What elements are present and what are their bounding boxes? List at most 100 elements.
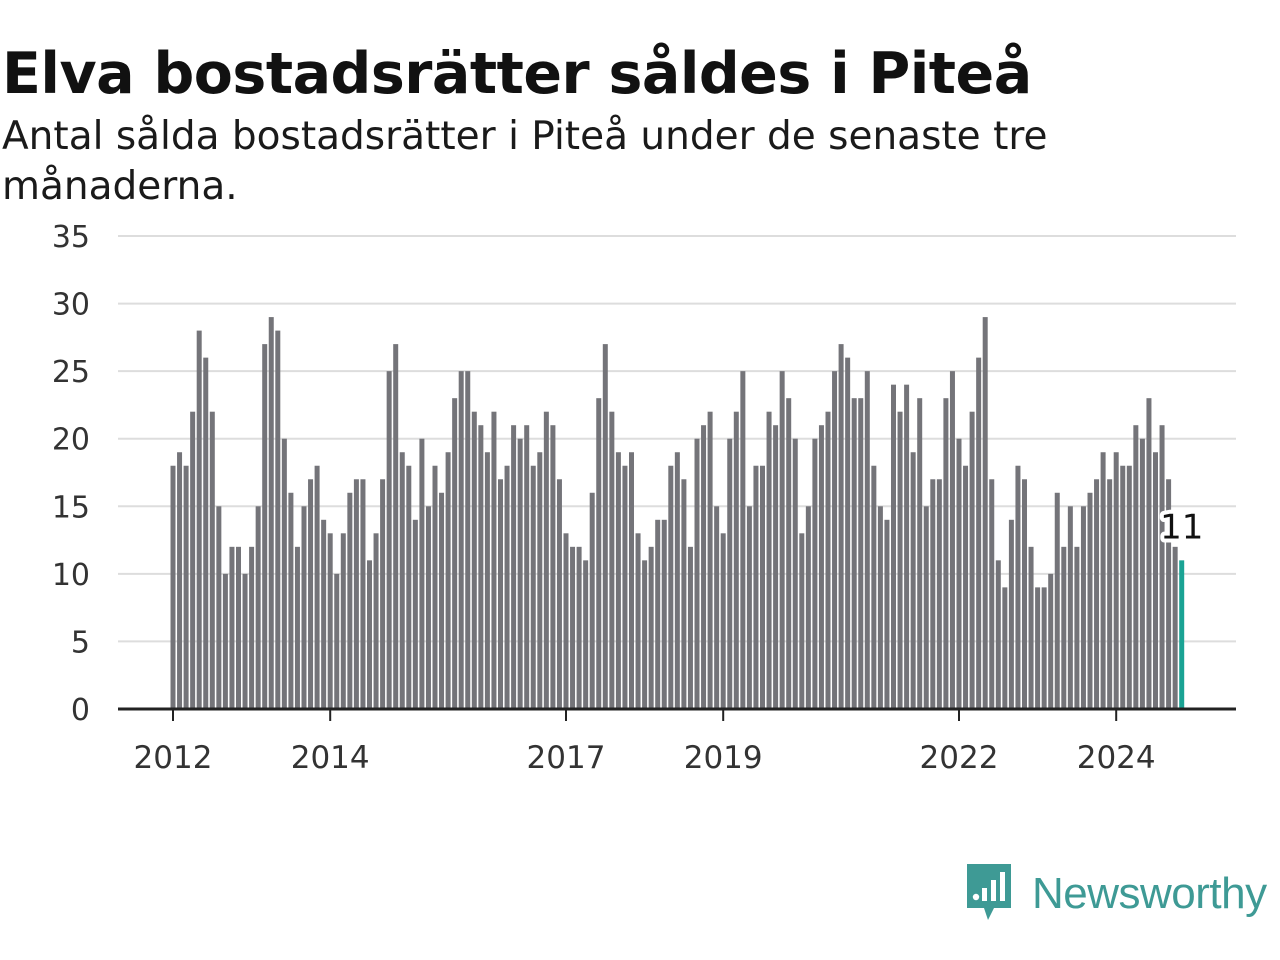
brand-logo[interactable]: Newsworthy	[964, 862, 1267, 926]
bar	[242, 573, 248, 709]
x-axis-ticks: 2012 2014 2017 2019 2022 2024	[134, 709, 1156, 776]
bar	[393, 344, 399, 709]
bar	[1074, 546, 1080, 709]
bar	[1035, 587, 1041, 709]
bar	[1080, 506, 1086, 709]
bar	[746, 506, 752, 709]
bar	[1061, 546, 1067, 709]
bar	[943, 398, 949, 709]
bar	[1022, 479, 1027, 709]
bar	[832, 371, 838, 709]
bar	[1126, 465, 1132, 709]
bars	[170, 317, 1185, 709]
bar	[1067, 506, 1073, 709]
bar	[989, 479, 995, 709]
bar	[281, 438, 287, 709]
bar	[301, 506, 307, 709]
bar	[884, 519, 890, 709]
y-tick-label: 35	[52, 220, 90, 255]
bar	[308, 479, 314, 709]
bar	[327, 533, 333, 709]
bar	[687, 546, 693, 709]
bar	[799, 533, 805, 709]
bar	[550, 425, 556, 709]
bar	[930, 479, 936, 709]
bar	[209, 411, 215, 709]
bar	[196, 330, 202, 709]
bar	[556, 479, 562, 709]
bar	[268, 317, 274, 709]
bar	[216, 506, 222, 709]
bar	[458, 371, 464, 709]
bar	[982, 317, 988, 709]
bar	[498, 479, 503, 709]
bar	[222, 573, 228, 709]
bar	[353, 479, 359, 709]
bar	[877, 506, 883, 709]
x-tick-label: 2014	[291, 740, 370, 776]
bar	[701, 425, 707, 709]
bar	[864, 371, 870, 709]
bar	[484, 452, 490, 709]
bar	[1153, 452, 1158, 709]
bar	[288, 492, 294, 709]
bar	[766, 411, 772, 709]
bar	[779, 371, 785, 709]
bar	[596, 398, 602, 709]
bar	[537, 452, 543, 709]
y-tick-label: 30	[52, 288, 90, 323]
bar	[576, 546, 582, 709]
bar	[511, 425, 517, 709]
bar	[714, 506, 720, 709]
bar	[1087, 492, 1093, 709]
bar	[969, 411, 975, 709]
chart-title: Elva bostadsrätter såldes i Piteå	[2, 41, 1032, 107]
bar	[203, 357, 209, 709]
bar	[1146, 398, 1152, 709]
bar	[904, 384, 910, 709]
x-tick-label: 2022	[920, 740, 999, 776]
y-tick-label: 25	[52, 355, 90, 390]
bar	[622, 465, 628, 709]
bar	[589, 492, 595, 709]
bar	[681, 479, 687, 709]
bar	[1107, 479, 1113, 709]
bar	[936, 479, 942, 709]
bar	[471, 411, 477, 709]
data-labels: 11	[1156, 503, 1207, 551]
bar	[1041, 587, 1047, 709]
bar	[661, 519, 667, 709]
bar	[1166, 479, 1172, 709]
bar	[1139, 438, 1145, 709]
bar	[321, 519, 327, 709]
bar	[347, 492, 353, 709]
bar	[275, 330, 281, 709]
bar	[1100, 452, 1106, 709]
x-tick-label: 2012	[134, 740, 213, 776]
bar	[294, 546, 300, 709]
bar	[609, 411, 615, 709]
x-tick-label: 2017	[527, 740, 606, 776]
bar	[910, 452, 916, 709]
bar	[236, 546, 241, 709]
bar	[1028, 546, 1034, 709]
bar	[190, 411, 196, 709]
bar	[177, 452, 183, 709]
bar	[923, 506, 929, 709]
bar	[694, 438, 700, 709]
bar	[445, 452, 451, 709]
y-tick-label: 10	[52, 558, 90, 593]
bar	[183, 465, 189, 709]
bar	[727, 438, 733, 709]
y-tick-label: 0	[71, 693, 90, 728]
bar	[668, 465, 674, 709]
bar	[949, 371, 955, 709]
bar	[655, 519, 661, 709]
y-tick-label: 20	[52, 423, 90, 458]
bar	[340, 533, 346, 709]
bar	[635, 533, 641, 709]
bar	[504, 465, 510, 709]
bar	[615, 452, 621, 709]
bar	[452, 398, 458, 709]
bar	[262, 344, 268, 709]
